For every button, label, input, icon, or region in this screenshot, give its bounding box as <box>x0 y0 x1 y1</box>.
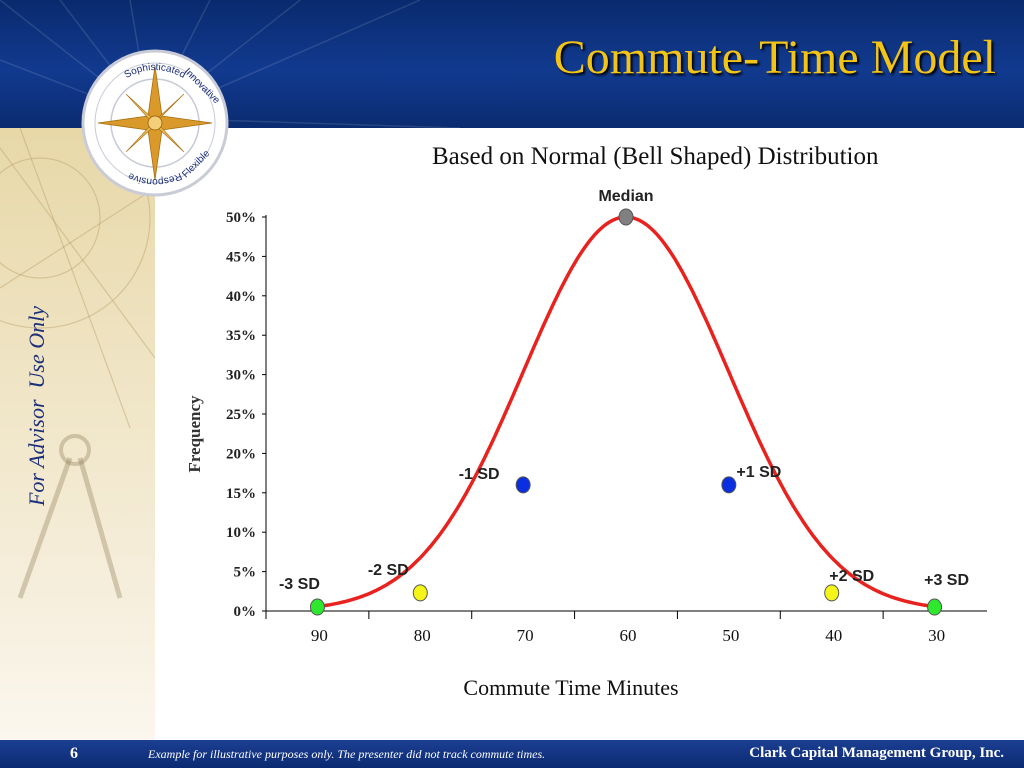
advisor-use-watermark: For Advisor Use Only <box>24 305 49 507</box>
marker-label: Median <box>598 188 653 205</box>
marker-label: -1 SD <box>459 466 500 483</box>
marker-label: -2 SD <box>368 562 409 579</box>
y-tick-label: 45% <box>226 249 256 265</box>
slide-footer: 6 Example for illustrative purposes only… <box>0 740 1024 768</box>
y-tick-label: 5% <box>234 565 257 581</box>
compass-background-decoration <box>0 128 155 599</box>
marker-plus3sd-point <box>927 598 943 616</box>
marker-label: +3 SD <box>924 572 969 589</box>
marker-minus3sd-point <box>309 598 325 616</box>
page-number: 6 <box>70 745 78 762</box>
marker-minus2sd-point <box>412 584 428 602</box>
y-tick-label: 15% <box>226 486 256 502</box>
bell-curve-line <box>317 215 935 609</box>
bell-curve-chart: 0% 5% 10% 15% 20% 25% 30% 35% 40% 45% 50% 90 80 70 60 5… <box>185 188 987 700</box>
marker-median-point <box>618 208 634 226</box>
left-decorative-panel: For Advisor Use Only <box>0 128 155 740</box>
marker-minus1sd-point <box>515 476 531 494</box>
chart-title: Based on Normal (Bell Shaped) Distributi… <box>432 143 879 170</box>
x-tick-label: 80 <box>414 626 431 645</box>
y-axis-title: Frequency <box>185 395 204 473</box>
y-tick-label: 50% <box>226 210 256 226</box>
x-tick-label: 40 <box>825 626 842 645</box>
company-name: Clark Capital Management Group, Inc. <box>749 745 1004 761</box>
marker-plus1sd-point <box>721 476 737 494</box>
disclaimer-text: Example for illustrative purposes only. … <box>148 747 546 761</box>
y-tick-label: 30% <box>226 368 256 384</box>
x-axis-title: Commute Time Minutes <box>463 675 678 700</box>
slide-title: Commute-Time Model <box>553 31 996 84</box>
y-tick-label: 25% <box>226 407 256 423</box>
x-tick-label: 60 <box>620 626 637 645</box>
y-tick-label: 40% <box>226 289 256 305</box>
marker-label: +2 SD <box>829 568 874 585</box>
marker-label: -3 SD <box>279 576 320 593</box>
x-tick-label: 90 <box>311 626 328 645</box>
y-tick-label: 10% <box>226 525 256 541</box>
x-tick-label: 30 <box>928 626 945 645</box>
y-tick-label: 20% <box>226 446 256 462</box>
marker-plus2sd-point <box>824 584 840 602</box>
marker-label: +1 SD <box>736 464 781 481</box>
x-tick-label: 50 <box>722 626 739 645</box>
x-tick-label: 70 <box>517 626 534 645</box>
compass-logo: Sophisticated Innovative Flexible Respon… <box>81 49 229 197</box>
y-tick-label: 35% <box>226 328 256 344</box>
y-tick-label: 0% <box>234 604 257 620</box>
